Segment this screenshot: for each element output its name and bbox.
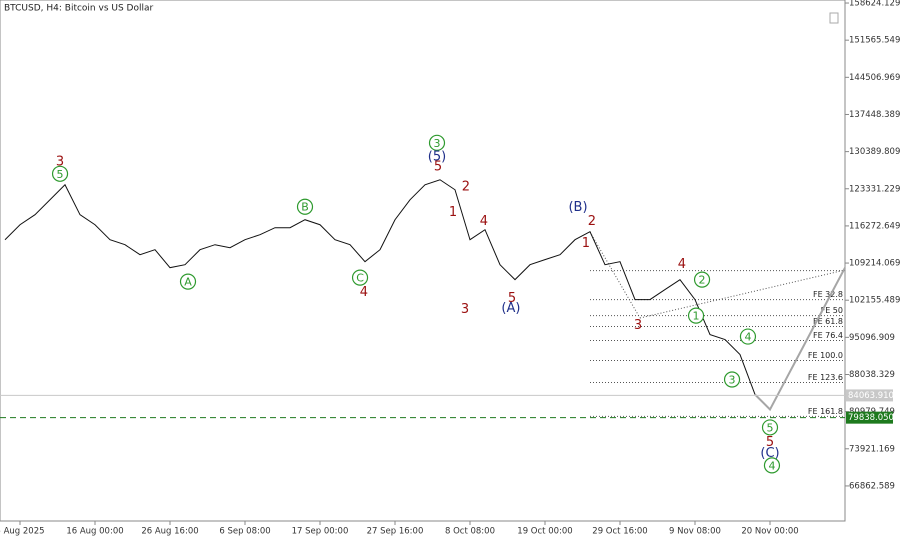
wave-label: 4 <box>678 257 686 272</box>
price-line <box>4 179 756 395</box>
wave-label: 5 <box>434 159 442 174</box>
plot-frame <box>0 0 846 522</box>
wave-circle <box>687 307 705 324</box>
wave-label: (A) <box>501 301 520 316</box>
wave-circle <box>351 269 369 286</box>
wave-circle <box>428 134 446 151</box>
y-tick-label: 109214.069 <box>849 259 900 269</box>
y-tick-label: 123331.229 <box>849 184 900 194</box>
y-tick-label: 95096.909 <box>849 333 895 343</box>
x-tick-label: 26 Aug 16:00 <box>141 527 198 537</box>
wave-label: 3 <box>434 137 441 150</box>
wave-label: 5 <box>57 168 64 181</box>
wave-label: 1 <box>449 205 457 220</box>
wave-guide <box>639 269 846 319</box>
y-tick-label: 144506.969 <box>849 73 900 83</box>
wave-label: (C) <box>760 446 779 461</box>
wave-label: C <box>356 272 364 285</box>
wave-label: 4 <box>768 459 775 472</box>
x-tick-label: 6 Sep 08:00 <box>219 527 270 537</box>
wave-label: 3 <box>729 373 736 386</box>
price-tag-label: 79838.050 <box>848 413 894 423</box>
x-tick-label: 20 Nov 00:00 <box>741 527 798 537</box>
wave-circle <box>179 273 197 290</box>
wave-circle <box>763 457 781 474</box>
y-tick-label: 102155.489 <box>849 296 900 306</box>
y-tick-label: 88038.329 <box>849 370 895 380</box>
x-tick-label: 27 Sep 16:00 <box>367 527 424 537</box>
wave-circle <box>723 371 741 388</box>
y-tick-label: 151565.549 <box>849 36 900 46</box>
price-tag <box>846 411 893 424</box>
wave-circle <box>51 165 69 182</box>
wave-circle <box>739 328 757 345</box>
wave-label: B <box>301 201 309 214</box>
fib-label: FE 161.8 <box>808 407 843 416</box>
y-tick-label: 130389.809 <box>849 147 900 157</box>
wave-label: 5 <box>508 291 516 306</box>
chart-title: BTCUSD, H4: Bitcoin vs US Dollar <box>4 4 153 14</box>
fib-label: FE 61.8 <box>813 317 843 326</box>
x-tick-label: 29 Oct 16:00 <box>592 527 647 537</box>
x-tick-label: 16 Aug 00:00 <box>66 527 123 537</box>
wave-label: (B) <box>568 200 587 215</box>
fib-label: FE 76.4 <box>813 331 843 340</box>
wave-label: (5) <box>428 149 446 164</box>
price-tag-label: 84063.910 <box>848 391 894 401</box>
y-tick-label: 137448.389 <box>849 110 900 120</box>
price-tag <box>846 389 893 402</box>
y-tick-label: 66862.589 <box>849 481 895 491</box>
wave-label: A <box>184 276 192 289</box>
wave-label: 3 <box>56 154 64 169</box>
fib-label: FE 123.6 <box>808 373 843 382</box>
x-tick-label: 8 Oct 08:00 <box>445 527 495 537</box>
y-tick-label: 158624.129 <box>849 0 900 9</box>
wave-label: 1 <box>693 310 700 323</box>
wave-label: 5 <box>766 435 774 450</box>
wave-label: 3 <box>461 302 469 317</box>
wave-label: 5 <box>767 421 774 434</box>
wave-circle <box>296 198 314 215</box>
wave-label: 3 <box>634 318 642 333</box>
y-tick-label: 116272.649 <box>849 221 900 231</box>
wave-circle <box>693 271 711 288</box>
wave-label: 2 <box>588 214 596 229</box>
wave-label: 4 <box>360 285 368 300</box>
wave-label: 4 <box>744 331 751 344</box>
wave-label: 4 <box>480 214 488 229</box>
wave-circle <box>761 419 779 436</box>
x-tick-label: 19 Oct 00:00 <box>517 527 572 537</box>
x-tick-label: 17 Sep 00:00 <box>292 527 349 537</box>
wave-label: 1 <box>582 236 590 251</box>
x-tick-label: 5 Aug 2025 <box>0 527 45 537</box>
wave-label: 2 <box>699 274 706 287</box>
price-line <box>754 267 846 412</box>
panel-icon[interactable] <box>829 12 839 24</box>
wave-label: 2 <box>462 179 470 194</box>
fib-label: FE 50 <box>821 306 843 315</box>
fib-label: FE 100.0 <box>808 351 843 360</box>
y-tick-label: 73921.169 <box>849 444 895 454</box>
fib-label: FE 32.8 <box>813 290 843 299</box>
x-tick-label: 9 Nov 08:00 <box>669 527 721 537</box>
